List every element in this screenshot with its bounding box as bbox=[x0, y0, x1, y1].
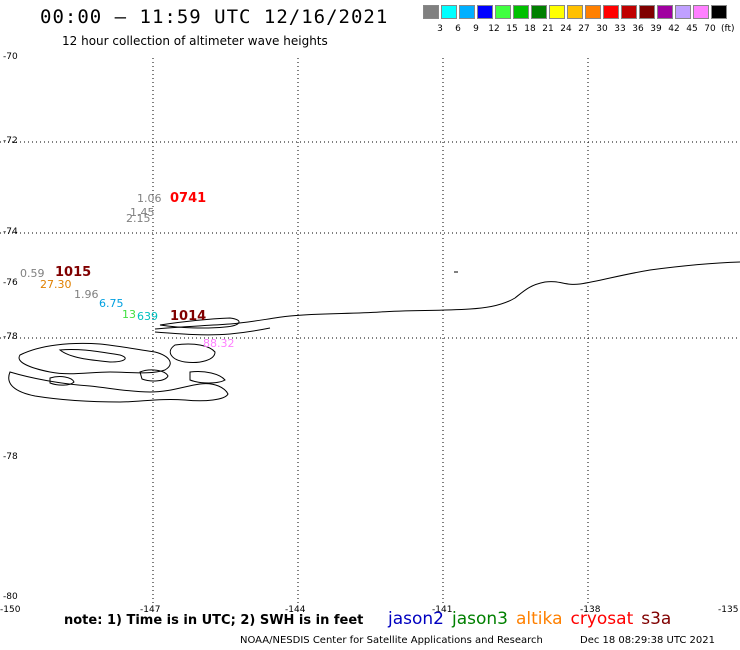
color-scale-swatch bbox=[603, 5, 619, 19]
color-scale-label: 15 bbox=[506, 24, 518, 34]
map-title: 00:00 – 11:59 UTC 12/16/2021 bbox=[40, 6, 389, 28]
color-scale-label: 6 bbox=[455, 24, 461, 34]
latitude-label: -74 bbox=[3, 227, 18, 237]
color-scale-swatch bbox=[459, 5, 475, 19]
color-scale-label: 30 bbox=[596, 24, 608, 34]
color-scale-label: 9 bbox=[473, 24, 479, 34]
color-scale-label: 36 bbox=[632, 24, 644, 34]
wave-height-value: 6.75 bbox=[99, 297, 124, 310]
wave-height-value: 13 bbox=[122, 308, 136, 321]
color-scale-swatch bbox=[567, 5, 583, 19]
legend-entry-s3a: s3a bbox=[641, 609, 672, 629]
wave-height-value: 0741 bbox=[170, 191, 207, 206]
map-subtitle: 12 hour collection of altimeter wave hei… bbox=[62, 34, 328, 48]
wave-height-value: 1.06 bbox=[137, 192, 162, 205]
color-scale-swatch bbox=[513, 5, 529, 19]
legend-entry-jason3: jason3 bbox=[452, 609, 508, 629]
color-scale-swatch bbox=[423, 5, 439, 19]
legend-entry-cryosat: cryosat bbox=[570, 609, 634, 629]
color-scale-swatch bbox=[531, 5, 547, 19]
wave-height-value: 2.15 bbox=[126, 212, 151, 225]
color-scale-swatch bbox=[675, 5, 691, 19]
color-scale-swatch bbox=[621, 5, 637, 19]
color-scale-label: 33 bbox=[614, 24, 626, 34]
color-scale-label: 70 bbox=[704, 24, 716, 34]
color-scale-label: 21 bbox=[542, 24, 554, 34]
wave-height-value: 1.45 bbox=[130, 206, 155, 219]
color-scale-swatch bbox=[495, 5, 511, 19]
wave-height-value: 1014 bbox=[170, 309, 207, 324]
latitude-label: -78 bbox=[3, 332, 18, 342]
color-scale-swatch bbox=[585, 5, 601, 19]
legend-entry-altika: altika bbox=[516, 609, 563, 629]
satellite-legend: jason2 jason3 altika cryosat s3a bbox=[388, 609, 679, 629]
longitude-label: -144 bbox=[285, 605, 306, 615]
color-scale-swatch bbox=[693, 5, 709, 19]
longitude-label: -141 bbox=[432, 605, 453, 615]
color-scale-swatch bbox=[639, 5, 655, 19]
wave-height-value: 88.32 bbox=[203, 337, 235, 350]
graticule bbox=[0, 58, 740, 605]
color-scale-label: 45 bbox=[686, 24, 698, 34]
wave-height-value: 1.96 bbox=[74, 288, 99, 301]
legend-entry-jason2: jason2 bbox=[388, 609, 444, 629]
color-scale-label: 27 bbox=[578, 24, 590, 34]
latitude-label: -70 bbox=[3, 52, 18, 62]
generated-timestamp: Dec 18 08:29:38 UTC 2021 bbox=[580, 635, 715, 646]
coastline bbox=[8, 261, 740, 403]
longitude-label: -135 bbox=[718, 605, 739, 615]
color-scale-label: 12 bbox=[488, 24, 500, 34]
color-scale-unit: (ft) bbox=[721, 24, 735, 34]
color-scale-label: 3 bbox=[437, 24, 443, 34]
wave-height-value: 1015 bbox=[55, 265, 92, 280]
color-scale-swatch bbox=[657, 5, 673, 19]
latitude-label: -78 bbox=[3, 452, 18, 462]
color-scale-swatch bbox=[549, 5, 565, 19]
wave-height-value: 27.30 bbox=[40, 278, 72, 291]
longitude-label: -150 bbox=[0, 605, 21, 615]
latitude-label: -76 bbox=[3, 278, 18, 288]
color-scale-label: 24 bbox=[560, 24, 572, 34]
color-scale-swatch bbox=[477, 5, 493, 19]
color-scale-label: 18 bbox=[524, 24, 536, 34]
wave-height-value: 639 bbox=[137, 310, 158, 323]
color-scale-swatch bbox=[441, 5, 457, 19]
latitude-label: -72 bbox=[3, 136, 18, 146]
wave-height-value: 0.59 bbox=[20, 267, 45, 280]
longitude-label: -138 bbox=[580, 605, 601, 615]
color-scale-label: 42 bbox=[668, 24, 680, 34]
color-scale-swatch bbox=[711, 5, 727, 19]
latitude-label: -80 bbox=[3, 592, 18, 602]
color-scale-label: 39 bbox=[650, 24, 662, 34]
footer-note: note: 1) Time is in UTC; 2) SWH is in fe… bbox=[64, 613, 364, 628]
credit-line: NOAA/NESDIS Center for Satellite Applica… bbox=[240, 635, 543, 646]
longitude-label: -147 bbox=[140, 605, 161, 615]
